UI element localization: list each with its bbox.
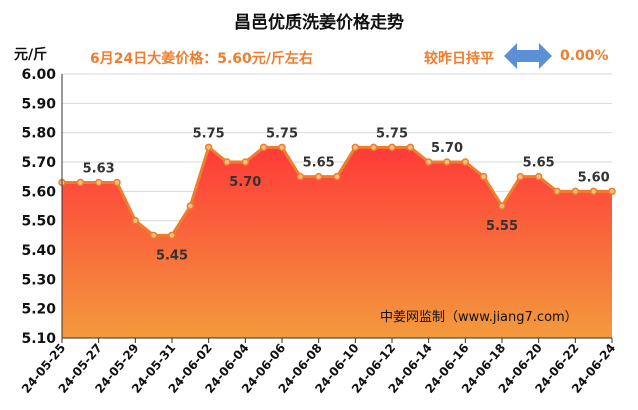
data-point (553, 187, 561, 196)
data-label: 5.55 (486, 219, 518, 234)
data-label: 5.63 (83, 162, 115, 177)
y-tick-label: 5.40 (21, 243, 56, 259)
data-label: 5.70 (229, 175, 261, 190)
data-point (461, 158, 470, 166)
data-point (388, 143, 396, 152)
data-point (241, 158, 250, 166)
y-tick-label: 5.20 (21, 302, 56, 318)
data-label: 5.65 (303, 156, 335, 171)
data-point (259, 143, 268, 152)
y-tick-label: 5.60 (21, 184, 56, 200)
change-status-text: 较昨日持平 (424, 51, 494, 67)
data-point (168, 231, 176, 240)
chart-title: 昌邑优质洗姜价格走势 (234, 13, 404, 33)
y-tick-label: 5.10 (21, 331, 56, 347)
watermark-text: 中姜网监制（www.jiang7.com） (380, 310, 578, 325)
y-tick-label: 5.90 (21, 96, 56, 112)
data-point (608, 187, 616, 196)
data-point (113, 178, 121, 187)
data-point (149, 231, 158, 240)
data-point (278, 143, 286, 152)
data-point (76, 178, 85, 187)
data-point (351, 143, 360, 152)
data-point (406, 143, 415, 152)
y-tick-label: 5.30 (21, 272, 56, 288)
y-tick-label: 6.00 (21, 67, 56, 83)
data-point (443, 158, 451, 166)
data-markers (58, 143, 616, 240)
data-point (131, 216, 140, 225)
double-arrow-icon (504, 43, 552, 69)
data-point (369, 143, 378, 152)
area-fill (62, 147, 612, 338)
area-path (62, 147, 612, 338)
data-label: 5.60 (578, 170, 610, 185)
y-tick-label: 5.50 (21, 214, 56, 230)
data-point (333, 172, 341, 181)
data-point (204, 143, 213, 152)
y-tick-label: 5.80 (21, 126, 56, 142)
data-point (571, 187, 580, 196)
data-point (589, 187, 598, 196)
change-percent-text: 0.00% (560, 48, 609, 64)
y-axis-unit-label: 元/斤 (14, 47, 48, 63)
data-point (223, 158, 231, 166)
data-point (424, 158, 433, 166)
data-point (94, 178, 103, 187)
data-label: 5.75 (266, 126, 298, 141)
data-label: 5.70 (431, 141, 463, 156)
price-summary-text: 6月24日大姜价格：5.60元/斤左右 (90, 51, 313, 67)
data-label: 5.65 (523, 156, 555, 171)
data-labels: 5.63 5.45 5.75 5.70 5.75 5.65 5.75 5.70 5.55 5.65… (83, 126, 610, 263)
data-point (534, 172, 543, 181)
data-point (186, 202, 195, 210)
data-label: 5.75 (193, 126, 225, 141)
data-point (498, 202, 506, 210)
data-label: 5.45 (156, 248, 188, 263)
data-label: 5.75 (376, 126, 408, 141)
data-point (296, 172, 305, 181)
y-tick-label: 5.70 (21, 155, 56, 171)
data-point (516, 172, 525, 181)
data-point (479, 172, 488, 181)
data-point (314, 172, 323, 181)
